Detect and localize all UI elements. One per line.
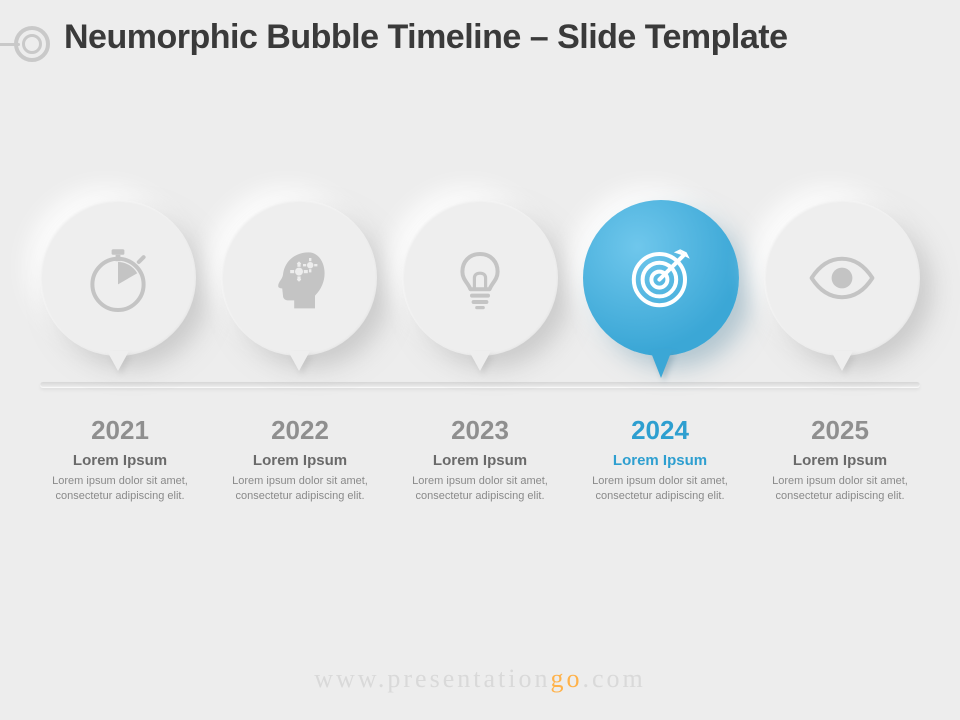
label-2025: 2025 Lorem Ipsum Lorem ipsum dolor sit a… (760, 415, 920, 504)
head-gears-icon (259, 238, 339, 318)
subtitle-label: Lorem Ipsum (40, 452, 200, 469)
year-label: 2023 (400, 415, 560, 446)
bubble-2024 (583, 200, 739, 356)
eye-icon (802, 238, 882, 318)
bubble-row (40, 200, 920, 390)
label-2024: 2024 Lorem Ipsum Lorem ipsum dolor sit a… (580, 415, 740, 504)
desc-text: Lorem ipsum dolor sit amet, consectetur … (580, 474, 740, 504)
desc-text: Lorem ipsum dolor sit amet, consectetur … (400, 474, 560, 504)
label-row: 2021 Lorem Ipsum Lorem ipsum dolor sit a… (40, 415, 920, 504)
target-icon (621, 238, 701, 318)
bubble-2022 (221, 200, 377, 356)
watermark: www.presentationgo.com (0, 664, 960, 694)
watermark-post: .com (582, 664, 645, 693)
watermark-pre: www.presentation (314, 664, 550, 693)
year-label: 2021 (40, 415, 200, 446)
label-2022: 2022 Lorem Ipsum Lorem ipsum dolor sit a… (220, 415, 380, 504)
watermark-accent: go (550, 664, 582, 693)
label-2023: 2023 Lorem Ipsum Lorem ipsum dolor sit a… (400, 415, 560, 504)
title-bullet-icon (10, 24, 50, 64)
timeline: 2021 Lorem Ipsum Lorem ipsum dolor sit a… (0, 200, 960, 390)
lightbulb-icon (440, 238, 520, 318)
year-label: 2024 (580, 415, 740, 446)
subtitle-label: Lorem Ipsum (760, 452, 920, 469)
desc-text: Lorem ipsum dolor sit amet, consectetur … (40, 474, 200, 504)
bubble-2021 (40, 200, 196, 356)
slide-header: Neumorphic Bubble Timeline – Slide Templ… (0, 0, 960, 64)
bubble-2023 (402, 200, 558, 356)
subtitle-label: Lorem Ipsum (580, 452, 740, 469)
desc-text: Lorem ipsum dolor sit amet, consectetur … (760, 474, 920, 504)
subtitle-label: Lorem Ipsum (220, 452, 380, 469)
slide-title: Neumorphic Bubble Timeline – Slide Templ… (64, 18, 788, 57)
desc-text: Lorem ipsum dolor sit amet, consectetur … (220, 474, 380, 504)
label-2021: 2021 Lorem Ipsum Lorem ipsum dolor sit a… (40, 415, 200, 504)
subtitle-label: Lorem Ipsum (400, 452, 560, 469)
year-label: 2022 (220, 415, 380, 446)
stopwatch-icon (78, 238, 158, 318)
bubble-2025 (764, 200, 920, 356)
year-label: 2025 (760, 415, 920, 446)
